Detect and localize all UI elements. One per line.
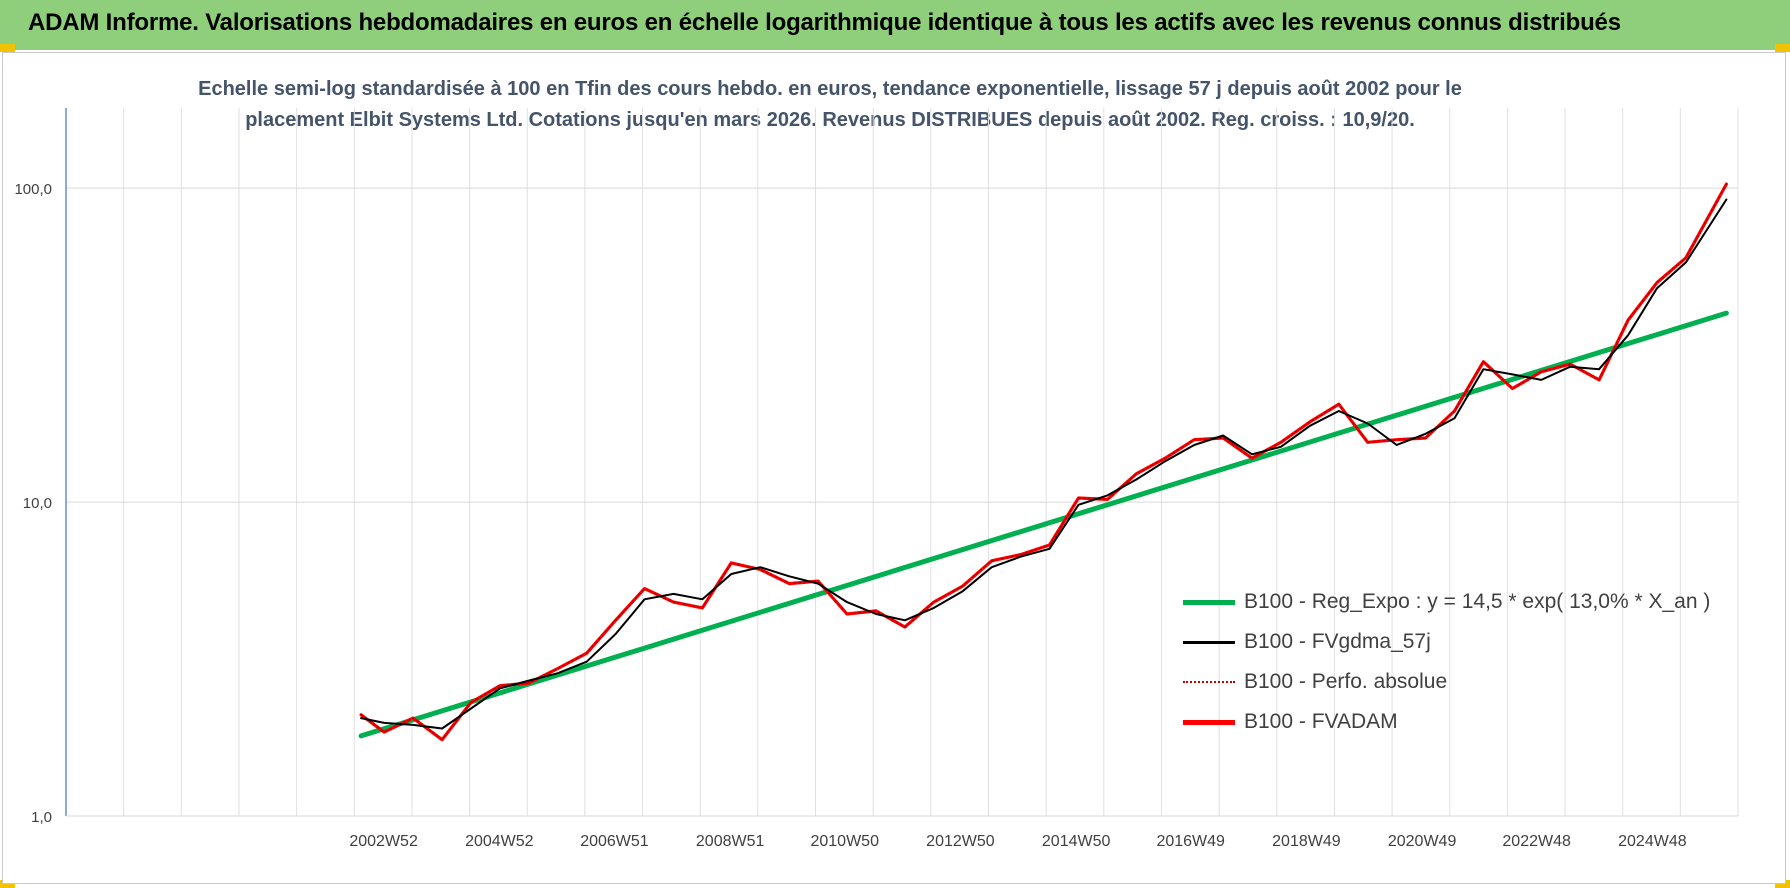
x-tick-label: 2006W51 xyxy=(580,833,649,850)
chart-subtitle: Echelle semi-log standardisée à 100 en T… xyxy=(180,74,1480,136)
legend-item-smoothed: B100 - FVgdma_57j xyxy=(1183,622,1431,662)
x-tick-label: 2016W49 xyxy=(1156,833,1225,850)
y-tick-label: 10,0 xyxy=(23,495,52,512)
corner-marker-bottom-right xyxy=(1775,880,1790,888)
chart-subtitle-line-1: Echelle semi-log standardisée à 100 en T… xyxy=(198,78,1462,100)
x-tick-label: 2018W49 xyxy=(1272,833,1341,850)
legend-item-perf-absolue: B100 - Perfo. absolue xyxy=(1183,662,1447,702)
series-line-smoothed xyxy=(360,198,1728,730)
corner-marker-top-left xyxy=(0,44,15,52)
series-line-perf-absolue xyxy=(360,183,1728,741)
x-tick-label: 2024W48 xyxy=(1618,833,1687,850)
legend-label-regression: B100 - Reg_Expo : y = 14,5 * exp( 13,0% … xyxy=(1244,590,1711,613)
x-tick-label: 2014W50 xyxy=(1042,833,1111,850)
series-line-fvadam xyxy=(359,182,1728,742)
x-tick-label: 2002W52 xyxy=(349,833,418,850)
legend-item-fvadam: B100 - FVADAM xyxy=(1183,702,1398,742)
x-tick-label: 2022W48 xyxy=(1502,833,1571,850)
legend-item-regression: B100 - Reg_Expo : y = 14,5 * exp( 13,0% … xyxy=(1183,582,1710,622)
legend-swatch-perf-absolue xyxy=(1183,681,1235,683)
y-tick-label: 100,0 xyxy=(14,181,52,198)
chart-frame xyxy=(2,52,1786,884)
x-tick-label: 2008W51 xyxy=(696,833,765,850)
corner-marker-top-right xyxy=(1775,44,1790,52)
legend-swatch-regression xyxy=(1183,599,1235,605)
legend-swatch-fvadam xyxy=(1183,719,1235,725)
header-bar: ADAM Informe. Valorisations hebdomadaire… xyxy=(0,0,1790,50)
report-title: ADAM Informe. Valorisations hebdomadaire… xyxy=(28,9,1621,36)
x-tick-label: 2010W50 xyxy=(810,833,879,850)
x-tick-label: 2020W49 xyxy=(1388,833,1457,850)
chart-subtitle-line-2: placement Elbit Systems Ltd. Cotations j… xyxy=(245,109,1415,131)
x-tick-label: 2012W50 xyxy=(926,833,995,850)
y-tick-label: 1,0 xyxy=(31,809,52,826)
legend-label-fvadam: B100 - FVADAM xyxy=(1244,710,1398,733)
legend-swatch-smoothed xyxy=(1183,640,1235,644)
series-line-regression xyxy=(358,310,1729,739)
corner-marker-bottom-left xyxy=(0,880,15,888)
x-tick-label: 2004W52 xyxy=(465,833,534,850)
legend-label-smoothed: B100 - FVgdma_57j xyxy=(1244,630,1431,653)
legend-label-perf-absolue: B100 - Perfo. absolue xyxy=(1244,670,1448,693)
